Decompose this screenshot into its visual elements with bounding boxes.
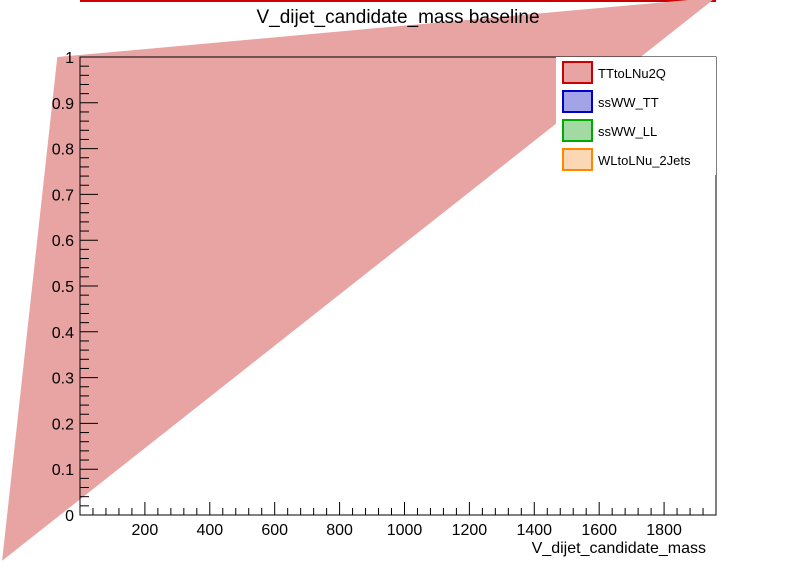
legend-swatch-WLtoLNu_2Jets	[562, 148, 593, 171]
x-tick-label: 800	[326, 522, 353, 539]
fill-layer	[2, 0, 716, 561]
y-tick-label: 0.3	[52, 371, 74, 388]
y-tick-label: 0.4	[52, 325, 74, 342]
x-tick-label: 1200	[452, 522, 488, 539]
y-tick-label: 0.1	[52, 462, 74, 479]
y-tick-label: 0.6	[52, 233, 74, 250]
y-tick-label: 0.7	[52, 187, 74, 204]
y-tick-label: 0.8	[52, 142, 74, 159]
x-tick-label: 600	[261, 522, 288, 539]
x-axis-title: V_dijet_candidate_mass	[532, 540, 706, 557]
x-tick-label: 200	[132, 522, 159, 539]
legend-label-ssWW_LL: ssWW_LL	[598, 124, 657, 139]
x-tick-label: 1600	[581, 522, 617, 539]
y-tick-label: 0.2	[52, 416, 74, 433]
chart-title: V_dijet_candidate_mass baseline	[256, 7, 539, 28]
axis-layer: 200 400 600 800 1000 1200 1400 1600 1800 0 0.1 0.2 0…	[52, 50, 704, 539]
x-tick-label: 1800	[646, 522, 682, 539]
x-tick-label: 1400	[516, 522, 552, 539]
legend-swatch-ssWW_TT	[562, 90, 593, 113]
series-fill-TTtoLNu2Q	[2, 0, 713, 561]
x-tick-label: 1000	[387, 522, 423, 539]
legend-swatch-TTtoLNu2Q	[562, 61, 593, 84]
legend-label-WLtoLNu_2Jets: WLtoLNu_2Jets	[598, 153, 691, 168]
y-tick-label: 0	[65, 508, 74, 525]
legend-swatch-ssWW_LL	[562, 119, 593, 142]
legend: TTtoLNu2Q ssWW_TT ssWW_LL WLtoLNu_2Jets	[556, 57, 716, 175]
x-tick-label: 400	[196, 522, 223, 539]
legend-label-TTtoLNu2Q: TTtoLNu2Q	[598, 66, 666, 81]
y-tick-label: 0.9	[52, 96, 74, 113]
legend-label-ssWW_TT: ssWW_TT	[598, 95, 659, 110]
y-tick-label: 1	[65, 50, 74, 67]
y-tick-label: 0.5	[52, 279, 74, 296]
